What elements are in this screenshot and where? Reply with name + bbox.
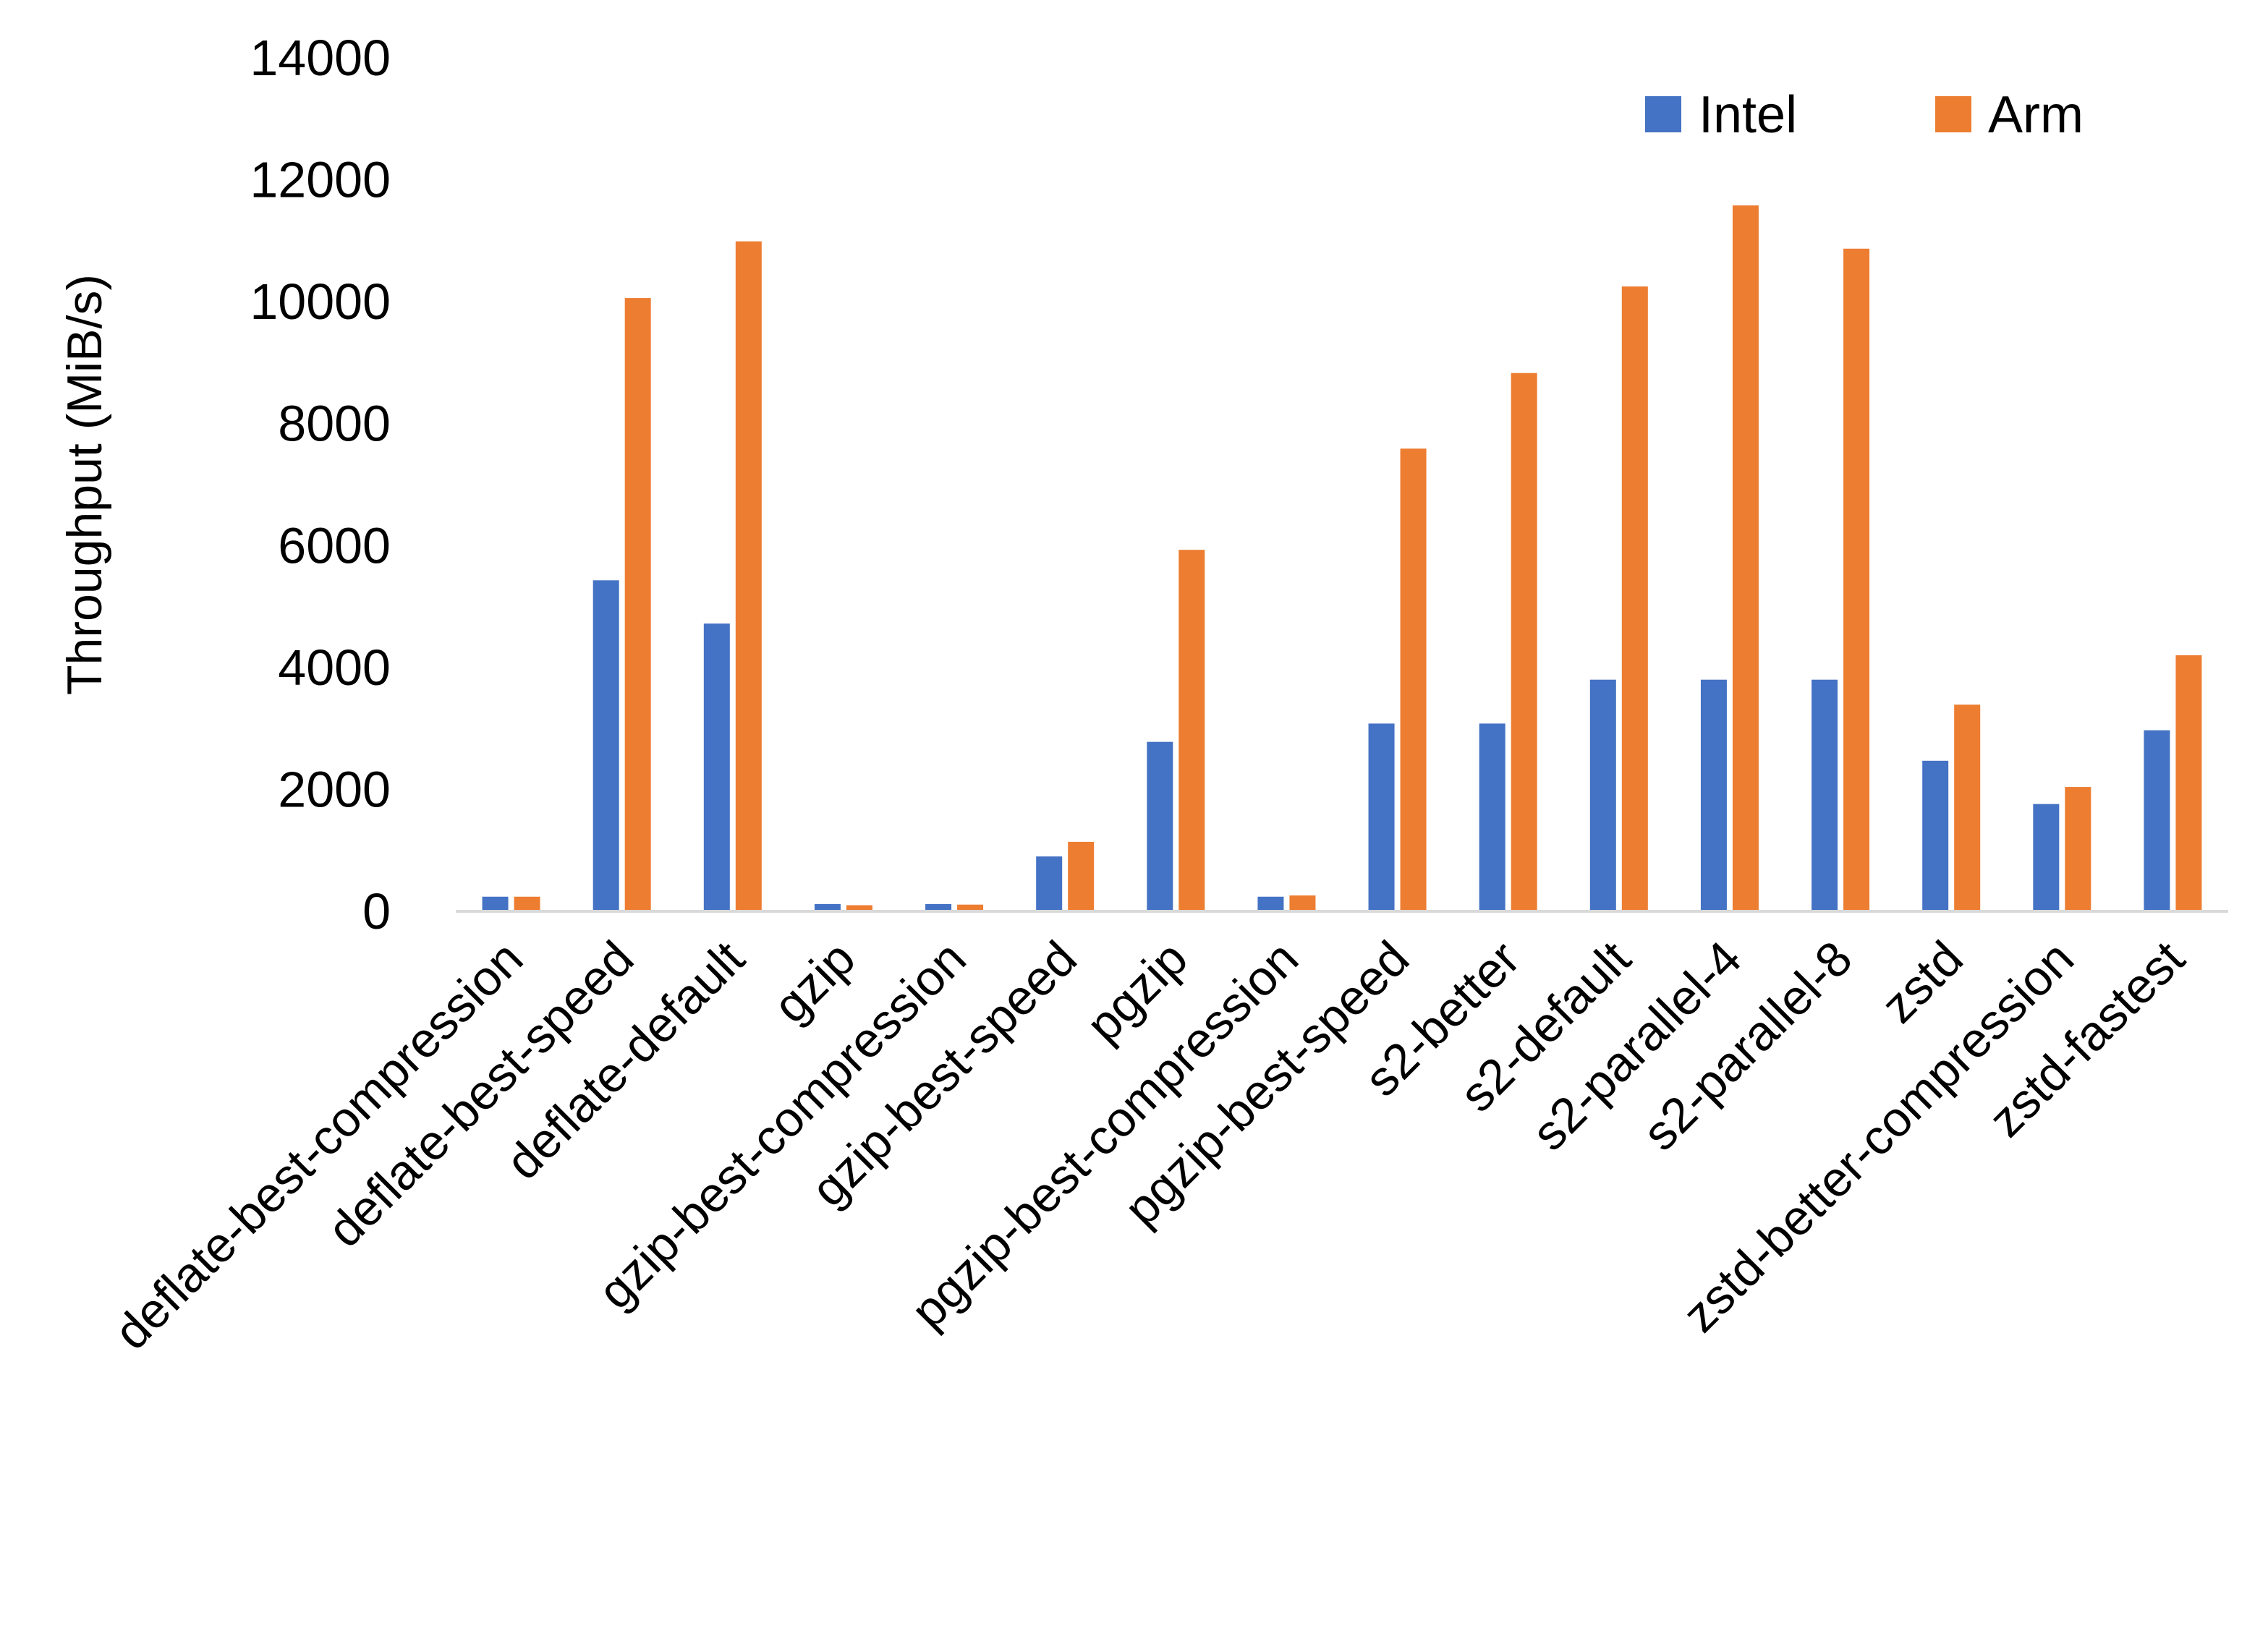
y-tick-label: 0 [362,883,391,940]
bar-intel-pgzip-best-compression [1257,896,1284,911]
bar-intel-deflate-best-compression [482,896,509,911]
y-tick-label: 14000 [250,30,391,86]
bar-arm-pgzip [1178,550,1205,911]
legend-label-intel: Intel [1699,86,1797,144]
bar-arm-deflate-best-compression [514,896,540,911]
bar-arm-zstd-fastest [2175,655,2202,911]
bar-intel-pgzip [1147,741,1173,911]
bar-intel-zstd [1922,760,1949,911]
bar-intel-deflate-best-speed [593,580,619,911]
bar-intel-deflate-default [703,623,730,911]
bar-intel-s2-parallel-8 [1812,679,1838,911]
bar-arm-s2-better [1511,372,1537,911]
bar-intel-pgzip-best-speed [1368,723,1395,911]
y-tick-label: 6000 [278,517,391,574]
y-tick-label: 8000 [278,396,391,452]
y-tick-label: 12000 [250,152,391,208]
bar-intel-s2-parallel-4 [1700,679,1727,911]
bar-arm-deflate-default [735,241,762,911]
y-axis-label: Throughput (MiB/s) [57,274,112,695]
bar-arm-zstd-better-compression [2065,787,2091,911]
bar-intel-gzip-best-compression [925,903,952,911]
y-tick-label: 4000 [278,639,391,696]
bar-arm-s2-default [1621,286,1648,912]
bar-intel-s2-default [1589,679,1616,911]
bar-intel-s2-better [1479,723,1505,911]
bar-arm-s2-parallel-4 [1732,205,1759,911]
y-tick-label: 2000 [278,761,391,817]
y-tick-label: 10000 [250,273,391,330]
legend-swatch-arm [1935,96,1971,132]
bar-arm-deflate-best-speed [624,298,651,912]
bar-arm-pgzip-best-compression [1289,895,1316,911]
bar-intel-zstd-fastest [2144,730,2170,911]
bar-arm-gzip [846,905,872,911]
bar-arm-gzip-best-speed [1068,841,1095,911]
bar-arm-gzip-best-compression [957,904,984,911]
legend-swatch-intel [1645,96,1681,132]
bar-intel-zstd-better-compression [2033,804,2060,911]
legend-label-arm: Arm [1988,86,2084,144]
bar-intel-gzip [814,903,841,911]
bar-arm-zstd [1954,704,1981,911]
x-tick-label: deflate-best-compression [104,931,534,1360]
bar-arm-s2-parallel-8 [1843,248,1870,911]
bar-arm-pgzip-best-speed [1400,448,1427,911]
legend: Intel Arm [1645,86,2084,144]
bar-intel-gzip-best-speed [1036,856,1063,911]
